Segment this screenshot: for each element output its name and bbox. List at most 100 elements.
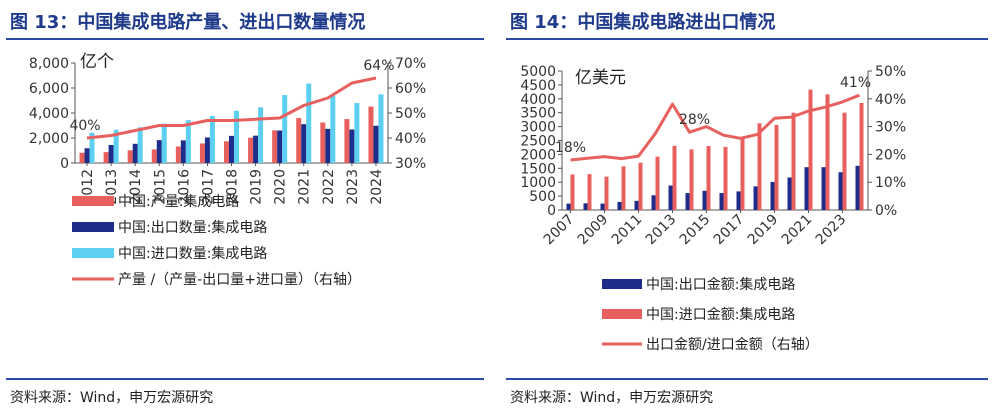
bar-2 [229, 135, 234, 163]
bar-2 [156, 140, 162, 163]
bar-1 [79, 152, 85, 163]
bar-2 [825, 94, 830, 210]
x-tick-label: 2016 [176, 169, 192, 205]
bar-1 [103, 152, 109, 163]
x-tick-label: 2012 [80, 169, 96, 205]
bar-2 [84, 148, 90, 163]
left-tick-label: 4500 [520, 78, 556, 94]
legend-label: 产量 /（产量-出口量+进口量）（右轴） [118, 272, 361, 288]
data-label: 64% [363, 58, 394, 74]
left-tick-label: 3500 [520, 106, 556, 122]
bar-2 [808, 89, 813, 210]
bar-1 [787, 177, 792, 210]
bar-1 [583, 203, 588, 210]
left-tick-label: 4000 [520, 92, 556, 108]
source-rule [6, 378, 484, 380]
right-tick-label: 50% [875, 64, 906, 80]
data-label: 41% [840, 75, 871, 91]
figure-14-source: 资料来源：Wind，申万宏源研究 [510, 390, 714, 406]
bar-1 [719, 193, 724, 210]
legend-label: 中国:出口金额:集成电路 [646, 276, 795, 293]
title-rule [6, 38, 484, 40]
bar-3 [137, 127, 143, 163]
left-tick-label: 2000 [520, 147, 556, 163]
title-rule [506, 38, 988, 40]
x-tick-label: 2015 [152, 169, 168, 205]
bar-1 [651, 195, 656, 210]
right-tick-label: 30% [395, 156, 426, 172]
bar-1 [296, 118, 302, 163]
left-tick-label: 5000 [520, 64, 556, 80]
figure-14-chart: 0500100015002000250030003500400045005000… [520, 64, 906, 353]
bar-1 [736, 191, 741, 210]
legend-label: 中国:出口数量:集成电路 [118, 219, 267, 236]
bar-2 [774, 124, 779, 210]
bar-1 [753, 186, 758, 210]
x-tick-label: 2021 [297, 169, 313, 205]
x-tick-label: 2013 [104, 169, 120, 205]
bar-1 [344, 119, 350, 163]
bar-3 [89, 132, 95, 163]
x-tick-label: 2023 [345, 169, 361, 205]
legend-swatch [602, 279, 642, 289]
bar-1 [320, 122, 326, 163]
x-tick-label: 2013 [643, 212, 680, 249]
bar-3 [306, 83, 312, 163]
legend-label: 中国:进口金额:集成电路 [646, 306, 795, 323]
right-figure-panel: 图 14：中国集成电路进出口情况 0 500 1000 1500 2000 2500 300… [500, 0, 994, 418]
bar-1 [702, 190, 707, 210]
bar-3 [234, 110, 239, 163]
bar-1 [804, 167, 809, 210]
bar-1 [838, 172, 843, 210]
x-tick-label: 2009 [575, 212, 612, 249]
right-tick-label: 70% [395, 56, 426, 72]
bar-1 [855, 165, 860, 210]
left-tick-label: 0 [547, 203, 556, 219]
bar-2 [638, 162, 643, 210]
bar-1 [199, 143, 205, 163]
bar-3 [330, 95, 336, 163]
data-label: 18% [555, 140, 586, 156]
unit-label: 亿个 [80, 52, 114, 72]
x-tick-label: 2020 [273, 169, 289, 205]
left-tick-label: 4,000 [29, 106, 69, 122]
bar-1 [634, 200, 639, 210]
right-tick-label: 30% [875, 120, 906, 136]
right-tick-label: 10% [875, 175, 906, 191]
bar-2 [180, 140, 186, 163]
bar-2 [672, 145, 677, 210]
right-tick-label: 40% [395, 131, 426, 147]
left-tick-label: 2500 [520, 134, 556, 150]
bar-1 [668, 185, 673, 210]
x-tick-label: 2023 [813, 212, 850, 249]
left-tick-label: 3000 [520, 120, 556, 136]
x-tick-label: 2024 [369, 169, 385, 205]
left-tick-label: 6,000 [29, 81, 69, 97]
ratio-line [570, 93, 861, 162]
figure-13-source: 资料来源：Wind，申万宏源研究 [10, 390, 214, 406]
bar-2 [570, 174, 575, 210]
legend-swatch [72, 196, 114, 206]
bar-2 [689, 149, 694, 210]
bar-1 [600, 203, 605, 210]
bar-2 [655, 156, 660, 210]
bar-2 [723, 146, 728, 210]
source-rule [506, 378, 988, 380]
left-tick-label: 1000 [520, 175, 556, 191]
left-tick-label: 0 [60, 156, 69, 172]
x-tick-label: 2017 [200, 169, 216, 205]
figure-14-title: 图 14：中国集成电路进出口情况 [510, 12, 776, 33]
bar-3 [282, 95, 288, 163]
bar-2 [301, 124, 307, 163]
bar-3 [185, 120, 191, 163]
bar-3 [258, 107, 264, 163]
bar-2 [757, 123, 762, 210]
bar-2 [859, 102, 864, 210]
bar-1 [368, 106, 374, 163]
x-tick-label: 2019 [249, 169, 265, 205]
bar-1 [685, 193, 690, 210]
right-tick-label: 50% [395, 106, 426, 122]
unit-label: 亿美元 [575, 68, 626, 88]
bar-1 [127, 150, 133, 163]
bar-3 [378, 94, 384, 163]
